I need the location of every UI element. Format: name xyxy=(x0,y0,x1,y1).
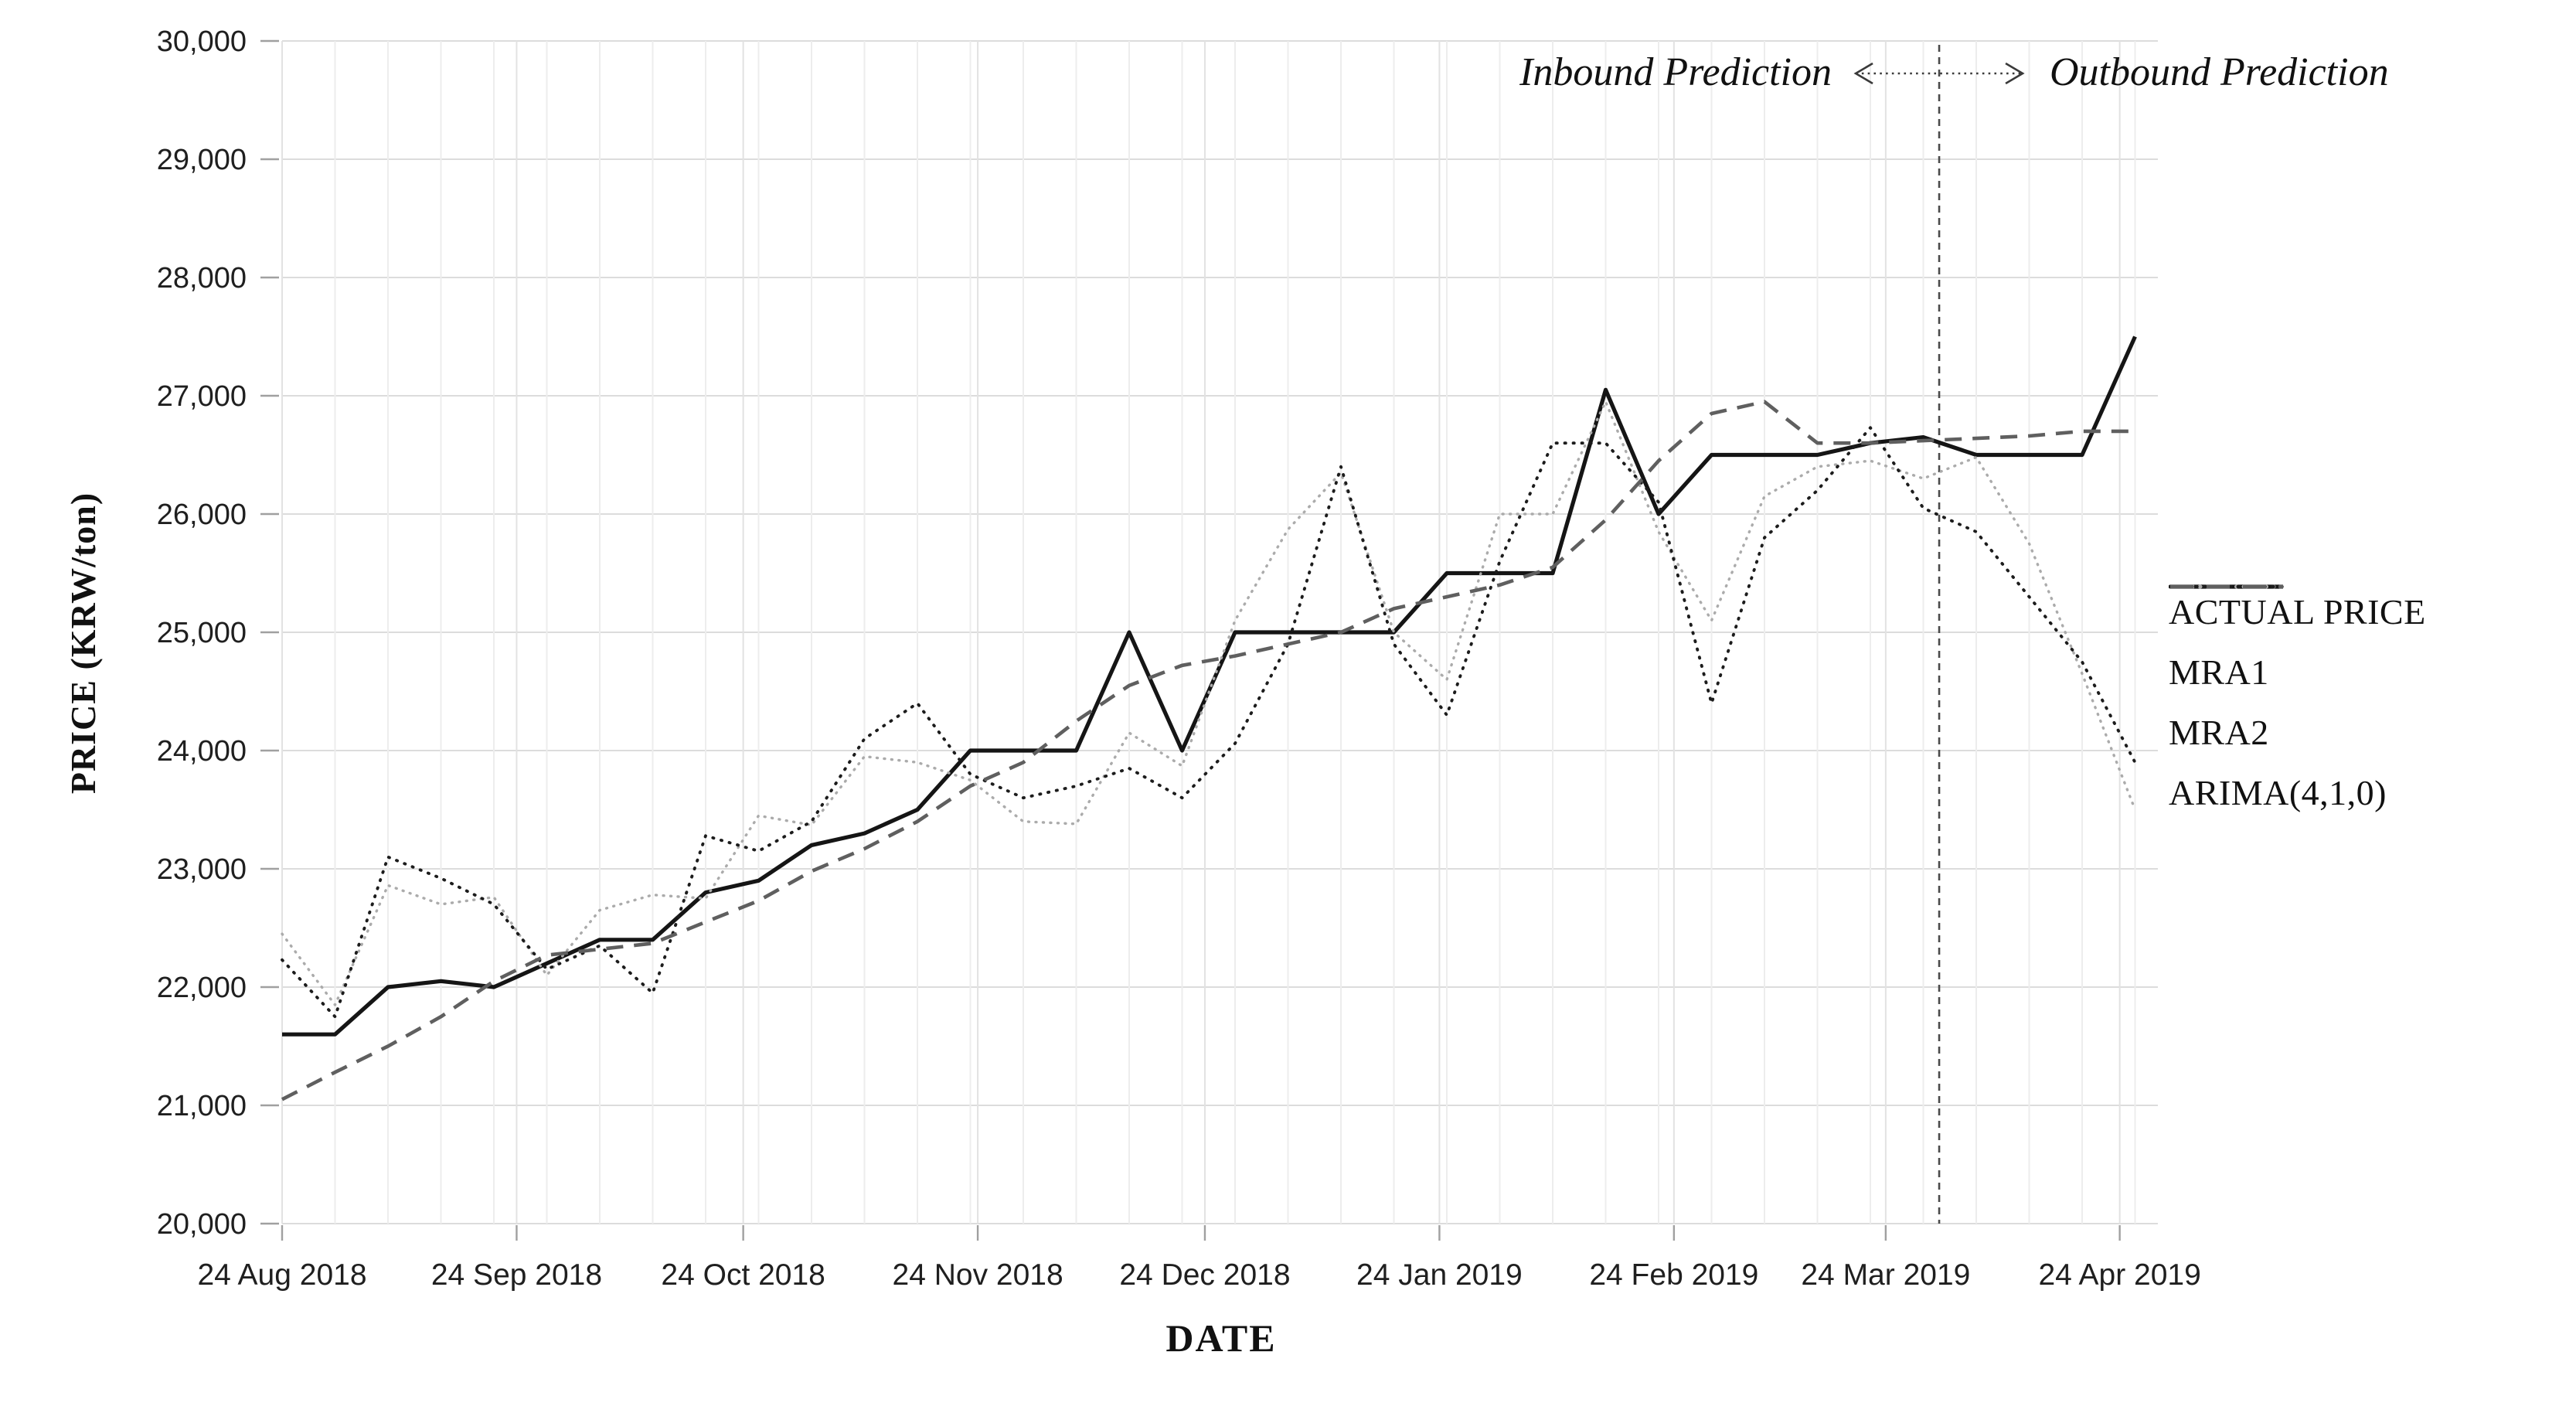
x-tick-label: 24 Feb 2019 xyxy=(1589,1258,1758,1292)
legend-label-mra2: MRA2 xyxy=(2169,712,2269,752)
y-tick-label: 21,000 xyxy=(157,1090,247,1122)
legend-swatch-arima-icon xyxy=(2170,584,2283,589)
x-axis-title: DATE xyxy=(1165,1316,1277,1360)
x-tick-label: 24 Mar 2019 xyxy=(1801,1258,1970,1292)
y-tick-label: 27,000 xyxy=(157,380,247,413)
x-tick-label: 24 Sep 2018 xyxy=(431,1258,602,1292)
x-tick-label: 24 Nov 2018 xyxy=(893,1258,1063,1292)
legend-item-mra2: MRA2 xyxy=(2169,584,2426,762)
y-tick-label: 25,000 xyxy=(157,617,247,649)
legend-item-arima: ARIMA(4,1,0) xyxy=(2169,584,2426,822)
y-tick-label: 20,000 xyxy=(157,1208,247,1241)
outbound-prediction-annotation: Outbound Prediction xyxy=(2050,50,2389,94)
y-tick-label: 26,000 xyxy=(157,499,247,531)
y-tick-label: 23,000 xyxy=(157,853,247,886)
y-axis-title: PRICE (KRW/ton) xyxy=(63,492,103,795)
x-tick-label: 24 Jan 2019 xyxy=(1356,1258,1523,1292)
x-tick-label: 24 Apr 2019 xyxy=(2038,1258,2200,1292)
x-tick-label: 24 Dec 2018 xyxy=(1119,1258,1290,1292)
inbound-prediction-annotation: Inbound Prediction xyxy=(1519,50,1832,94)
y-tick-label: 29,000 xyxy=(157,144,247,176)
arrow-head-left-icon xyxy=(1853,62,1873,85)
y-tick-label: 30,000 xyxy=(157,26,247,58)
arrow-head-right-icon xyxy=(2005,62,2025,85)
y-tick-label: 28,000 xyxy=(157,262,247,295)
series-line-arima-4-1-0- xyxy=(281,400,2135,1101)
legend-item-mra1: MRA1 xyxy=(2169,584,2426,702)
series-line-mra2 xyxy=(281,426,2137,1019)
legend-label-mra1: MRA1 xyxy=(2169,652,2269,692)
series-line-mra1 xyxy=(281,400,2137,1006)
legend: ACTUAL PRICE MRA1 MRA2 ARIMA(4,1,0) xyxy=(2169,581,2426,822)
legend-label-actual-price: ACTUAL PRICE xyxy=(2169,591,2426,632)
x-tick-label: 24 Oct 2018 xyxy=(661,1258,825,1292)
series-line-actual-price xyxy=(282,335,2137,1037)
y-tick-label: 22,000 xyxy=(157,972,247,1004)
x-tick-label: 24 Aug 2018 xyxy=(197,1258,366,1292)
legend-label-arima: ARIMA(4,1,0) xyxy=(2169,772,2387,812)
y-tick-label: 24,000 xyxy=(157,735,247,768)
